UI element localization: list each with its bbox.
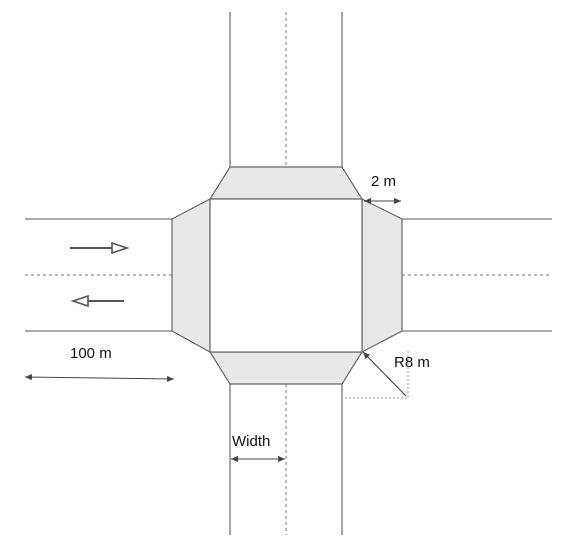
corner-radius-dimension — [362, 351, 407, 397]
east-crosswalk — [361, 198, 403, 353]
road-edges — [25, 12, 552, 535]
radius-guide — [345, 350, 409, 399]
lane-width-label: Width — [232, 433, 270, 450]
south-crosswalk — [208, 351, 364, 385]
crossing-width-label: 2 m — [371, 173, 396, 190]
intersection-box — [209, 198, 363, 353]
north-crosswalk — [208, 166, 364, 200]
corner-radius-label: R8 m — [394, 354, 430, 371]
approach-length-label: 100 m — [70, 345, 112, 362]
right-arrow-icon — [70, 241, 130, 255]
approach-length-dimension — [24, 374, 175, 382]
west-crosswalk — [171, 198, 211, 354]
centerlines — [25, 12, 552, 535]
left-arrow-icon — [70, 294, 124, 308]
